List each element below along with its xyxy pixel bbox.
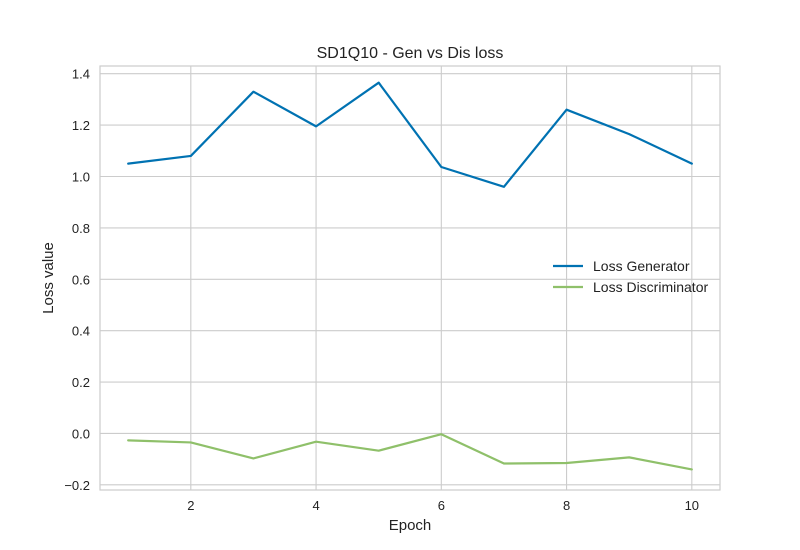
- y-axis-label: Loss value: [40, 242, 57, 314]
- y-tick-label: 0.0: [72, 426, 90, 441]
- x-tick-label: 10: [685, 498, 699, 513]
- x-tick-labels: 2 4 6 8 10: [187, 498, 699, 513]
- y-tick-label: 0.8: [72, 221, 90, 236]
- series-line-loss-discriminator: [127, 433, 693, 471]
- legend-label-loss-discriminator: Loss Discriminator: [593, 279, 708, 295]
- legend: Loss Generator Loss Discriminator: [553, 258, 708, 295]
- legend-label-loss-generator: Loss Generator: [593, 258, 690, 274]
- y-tick-label: 1.4: [72, 67, 90, 82]
- plot-background: [100, 66, 720, 490]
- plot-frame: [99, 65, 721, 491]
- y-tick-label: −0.2: [64, 478, 90, 493]
- series-layer: [127, 81, 693, 471]
- x-gridlines: [190, 66, 693, 490]
- chart-title: SD1Q10 - Gen vs Dis loss: [317, 45, 504, 62]
- y-tick-label: 0.6: [72, 272, 90, 287]
- y-tick-label: 0.4: [72, 324, 90, 339]
- y-tick-labels: −0.2 0.0 0.2 0.4 0.6 0.8 1.0 1.2 1.4: [64, 67, 90, 493]
- x-tick-label: 4: [312, 498, 319, 513]
- x-axis-label: Epoch: [389, 517, 432, 534]
- y-tick-label: 1.0: [72, 169, 90, 184]
- x-tick-label: 2: [187, 498, 194, 513]
- y-tick-label: 1.2: [72, 118, 90, 133]
- x-tick-label: 6: [438, 498, 445, 513]
- x-tick-label: 8: [563, 498, 570, 513]
- series-line-loss-generator: [127, 81, 693, 188]
- y-tick-label: 0.2: [72, 375, 90, 390]
